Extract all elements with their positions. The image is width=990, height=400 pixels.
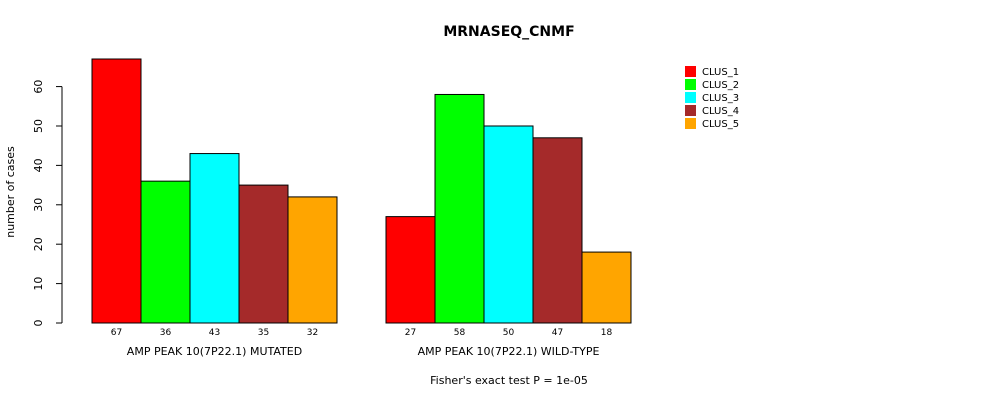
- group-labels: AMP PEAK 10(7P22.1) MUTATED AMP PEAK 10(7…: [127, 345, 600, 358]
- bar-value-label: 27: [405, 328, 416, 338]
- y-tick-label: 20: [32, 237, 45, 251]
- legend-swatch: [685, 66, 696, 77]
- legend-label: CLUS_3: [702, 93, 739, 104]
- bar-value-label: 58: [454, 328, 466, 338]
- legend-swatch: [685, 105, 696, 116]
- bar-clus-4: [238, 184, 289, 324]
- bars: 67 36 43 35 32 27 58 50 47 18: [91, 58, 632, 338]
- bar-clus-1: [91, 58, 142, 324]
- y-tick-label: 50: [32, 119, 45, 133]
- y-tick-label: 30: [32, 198, 45, 212]
- bar-value-label: 35: [258, 328, 269, 338]
- y-tick-label: 60: [32, 80, 45, 94]
- y-tick-label: 0: [32, 320, 45, 327]
- legend-label: CLUS_5: [702, 119, 739, 130]
- legend-label: CLUS_1: [702, 67, 739, 78]
- bar-value-label: 36: [160, 328, 172, 338]
- bar-clus-3: [189, 153, 240, 324]
- y-tick-label: 40: [32, 158, 45, 172]
- bar-clus-1: [385, 216, 436, 324]
- footnote: Fisher's exact test P = 1e-05: [430, 374, 588, 387]
- y-axis-label: number of cases: [4, 146, 17, 238]
- bar-value-label: 18: [601, 328, 613, 338]
- bar-clus-3: [483, 125, 534, 324]
- legend-swatch: [685, 92, 696, 103]
- bar-value-label: 47: [552, 328, 563, 338]
- category-label: AMP PEAK 10(7P22.1) MUTATED: [127, 345, 302, 358]
- legend-label: CLUS_2: [702, 80, 739, 91]
- y-tick-label: 10: [32, 277, 45, 291]
- bar-clus-5: [287, 196, 338, 324]
- legend: CLUS_1 CLUS_2 CLUS_3 CLUS_4 CLUS_5: [685, 66, 739, 130]
- bar-value-label: 32: [307, 328, 318, 338]
- bar-value-label: 43: [209, 328, 220, 338]
- legend-label: CLUS_4: [702, 106, 739, 117]
- category-label: AMP PEAK 10(7P22.1) WILD-TYPE: [418, 345, 600, 358]
- bar-clus-2: [434, 93, 485, 324]
- legend-swatch: [685, 118, 696, 129]
- chart-title: MRNASEQ_CNMF: [443, 24, 574, 40]
- bar-clus-4: [532, 137, 583, 324]
- bar-value-label: 67: [111, 328, 122, 338]
- bar-clus-5: [581, 251, 632, 324]
- bar-value-label: 50: [503, 328, 515, 338]
- bar-clus-2: [140, 180, 191, 324]
- legend-swatch: [685, 79, 696, 90]
- y-axis: 0 10 20 30 40 50 60: [32, 80, 63, 327]
